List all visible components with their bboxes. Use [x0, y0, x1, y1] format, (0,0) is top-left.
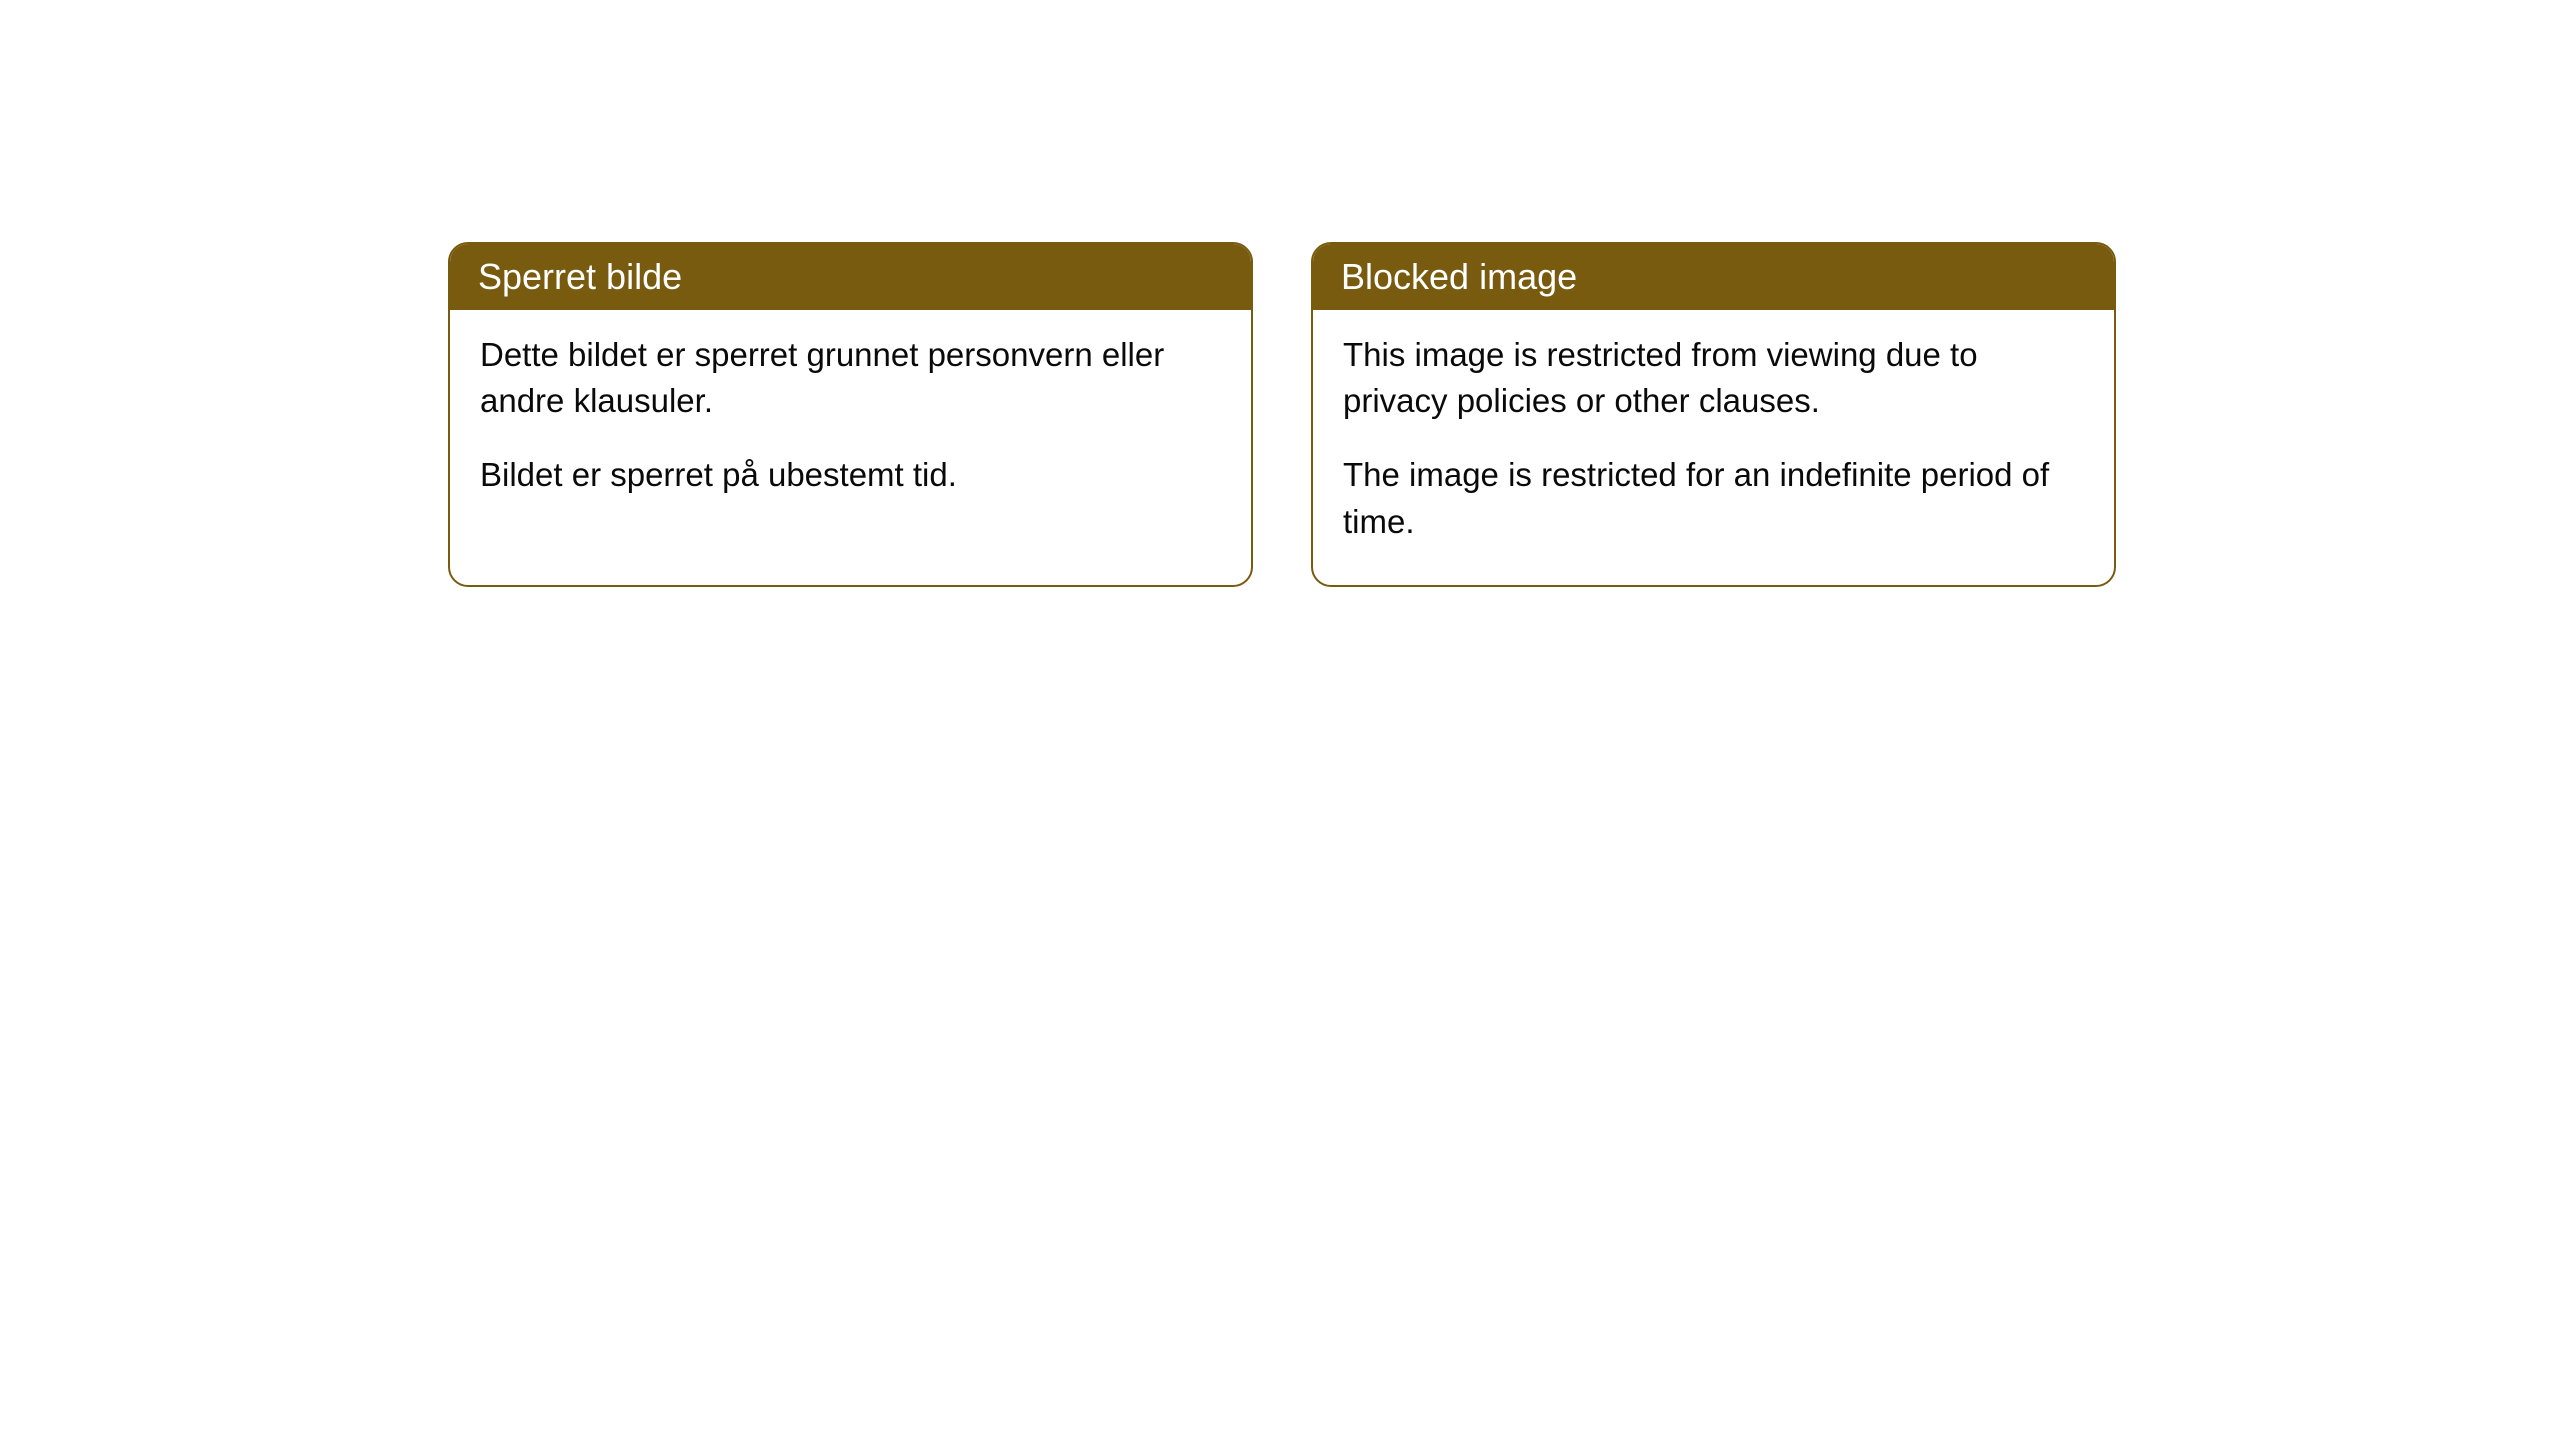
card-paragraph: Bildet er sperret på ubestemt tid.: [480, 452, 1221, 498]
card-paragraph: This image is restricted from viewing du…: [1343, 332, 2084, 424]
card-paragraph: Dette bildet er sperret grunnet personve…: [480, 332, 1221, 424]
card-body: Dette bildet er sperret grunnet personve…: [450, 310, 1251, 539]
card-title: Sperret bilde: [478, 256, 682, 297]
card-header: Sperret bilde: [450, 244, 1251, 310]
card-title: Blocked image: [1341, 256, 1577, 297]
notice-cards-container: Sperret bilde Dette bildet er sperret gr…: [448, 242, 2560, 587]
card-header: Blocked image: [1313, 244, 2114, 310]
card-paragraph: The image is restricted for an indefinit…: [1343, 452, 2084, 544]
notice-card-norwegian: Sperret bilde Dette bildet er sperret gr…: [448, 242, 1253, 587]
card-body: This image is restricted from viewing du…: [1313, 310, 2114, 585]
notice-card-english: Blocked image This image is restricted f…: [1311, 242, 2116, 587]
